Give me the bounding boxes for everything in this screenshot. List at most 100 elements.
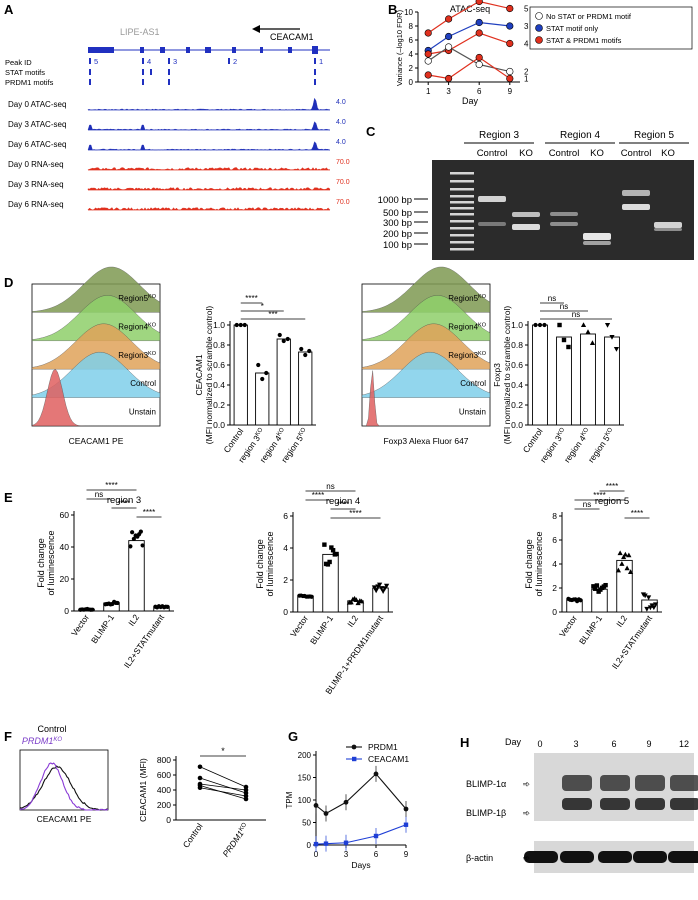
y-tick-label: 20 xyxy=(60,574,70,584)
sample-band xyxy=(550,212,578,216)
data-point xyxy=(377,582,383,588)
ceacam1-histogram: Region5KO Region4KO Region3KO Control Unstai… xyxy=(31,266,161,446)
y-axis-label: Foxp3 xyxy=(492,363,502,387)
y-tick-label: 0.2 xyxy=(213,400,225,410)
track-label: Day 6 RNA-seq xyxy=(8,200,64,209)
data-point xyxy=(303,352,308,358)
data-point xyxy=(621,554,627,560)
data-point xyxy=(243,793,249,799)
series-point xyxy=(475,29,483,37)
row-label-peak-id: Peak ID xyxy=(5,58,32,67)
blimp1-alpha-band xyxy=(670,775,698,791)
ladder-band xyxy=(450,207,474,210)
panel-d-letter: D xyxy=(4,275,13,290)
data-point xyxy=(557,322,562,328)
pair-line xyxy=(199,783,247,791)
track-scale: 4.0 xyxy=(336,119,346,126)
ladder-band xyxy=(450,172,474,175)
panel-e-letter: E xyxy=(4,490,13,505)
gel-lane-label: Control xyxy=(621,148,652,159)
y-axis-label-2: of luminescence xyxy=(534,531,544,596)
significance-label: ns xyxy=(548,294,556,303)
histogram-curve xyxy=(31,266,161,313)
row-label-stat-motifs: STAT motifs xyxy=(5,68,45,77)
y-axis-label-2: (MFI normalized to scramble control) xyxy=(502,306,512,445)
chart-title: ATAC-seq xyxy=(450,4,490,14)
histogram-x-label: CEACAM1 PE xyxy=(69,436,124,446)
day-value: 9 xyxy=(646,739,651,749)
y-axis-label: TPM xyxy=(285,791,294,808)
atac-variance-chart: ATAC-seq 0 2 4 6 8 10 1 3 6 9 Day Variance (–log10 F… xyxy=(395,0,693,106)
y-tick-label: 150 xyxy=(298,774,312,783)
legend-label: STAT motif only xyxy=(546,24,598,33)
series-point xyxy=(445,74,453,83)
data-point xyxy=(542,322,547,328)
bar xyxy=(233,324,248,426)
data-point xyxy=(277,332,282,338)
y-tick-label: 0.8 xyxy=(213,340,225,350)
y-tick-label: 0 xyxy=(283,607,288,617)
prdm1ko-paired-chart: 0 200 400 600 800 CEACAM1 (MFI) * Control PRDM1K… xyxy=(138,746,266,859)
histogram-label: Region5KO xyxy=(118,294,156,303)
x-axis-label: Day xyxy=(462,96,479,106)
ladder-label: 200 bp xyxy=(383,229,412,240)
track-signal xyxy=(87,97,331,111)
data-point xyxy=(359,598,365,604)
data-point xyxy=(380,589,386,594)
panel-a: A LIPE-AS1 CEACAM1 Peak ID STAT motifs P… xyxy=(4,2,350,211)
y-axis-label: Variance (–log10 FDR) xyxy=(395,9,404,86)
histogram-label: Region5KO xyxy=(448,294,486,303)
chart-title: region 4 xyxy=(326,496,360,507)
histogram-x-label: CEACAM1 PE xyxy=(37,814,92,824)
panel-d: D Region5KO Region4KO Region3KO Control Unst… xyxy=(4,266,624,464)
legend-marker xyxy=(535,24,543,32)
series-point xyxy=(506,4,514,13)
bar xyxy=(276,338,291,426)
legend-marker xyxy=(351,744,357,750)
bar xyxy=(532,324,548,426)
ladder-label: 1000 bp xyxy=(378,195,412,206)
data-point xyxy=(128,544,133,549)
category-label: region 5KO xyxy=(586,426,617,464)
foxp3-histogram: Region5KO Region4KO Region3KO Control Unstai… xyxy=(361,266,491,446)
track-signal xyxy=(87,167,331,171)
histogram-curve xyxy=(361,266,491,313)
y-tick-label: 60 xyxy=(60,510,70,520)
histogram-label: Region4KO xyxy=(448,322,486,331)
track-scale: 70.0 xyxy=(336,199,350,206)
y-tick-label: 0.2 xyxy=(511,400,523,410)
data-point xyxy=(578,598,583,603)
pair-line xyxy=(199,787,247,797)
series-point xyxy=(475,60,483,69)
series-point xyxy=(475,53,483,62)
track-scale: 4.0 xyxy=(336,99,346,106)
bar xyxy=(255,372,270,426)
legend-label: STAT & PRDM1 motifs xyxy=(546,36,622,45)
gel-lane-label: Control xyxy=(477,148,508,159)
series-line xyxy=(428,56,511,80)
data-point xyxy=(165,604,170,610)
y-tick-label: 0 xyxy=(166,815,171,825)
significance-label: *** xyxy=(268,310,277,319)
category-label: PRDM1KO xyxy=(220,821,250,858)
series-label: 1 xyxy=(524,75,529,84)
significance-label: ns xyxy=(326,482,334,491)
day-value: 3 xyxy=(573,739,578,749)
data-point xyxy=(281,338,286,344)
blimp1-alpha-band xyxy=(635,775,665,791)
actin-band xyxy=(633,851,667,863)
series-point xyxy=(445,15,453,23)
y-tick-label: 4 xyxy=(552,559,557,569)
blimp1-beta-band xyxy=(670,798,698,810)
blimp1-beta-band xyxy=(562,798,592,810)
gel-group-label: Region 5 xyxy=(634,130,674,141)
track-label: Day 0 ATAC-seq xyxy=(8,100,66,109)
sample-band xyxy=(478,196,506,202)
histogram-label: Region3KO xyxy=(448,351,486,360)
data-point xyxy=(140,543,145,548)
peak-id-1: 1 xyxy=(319,57,323,66)
y-tick-label: 0.4 xyxy=(213,380,225,390)
ladder-label: 100 bp xyxy=(383,240,412,251)
